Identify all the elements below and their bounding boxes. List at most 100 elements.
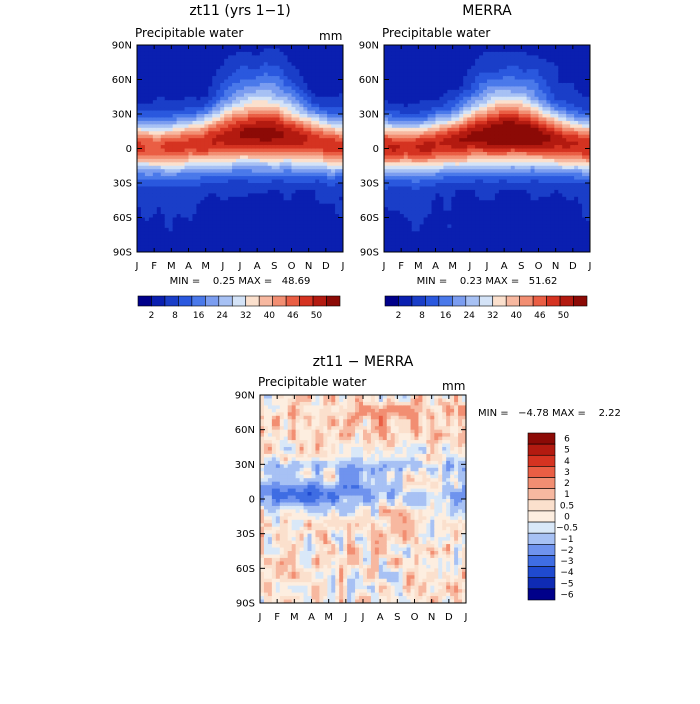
field-cell — [189, 45, 194, 49]
field-cell — [244, 200, 249, 204]
field-cell — [145, 218, 150, 222]
field-cell — [335, 231, 340, 235]
field-cell — [388, 66, 393, 70]
field-cell — [319, 138, 324, 142]
field-cell — [467, 190, 472, 194]
field-cell — [400, 69, 405, 73]
field-cell — [177, 221, 182, 225]
field-cell — [463, 197, 468, 201]
field-cell — [404, 231, 409, 235]
field-cell — [388, 238, 393, 242]
field-cell — [224, 221, 229, 225]
field-cell — [436, 45, 441, 49]
field-cell — [216, 176, 221, 180]
field-cell — [436, 124, 441, 128]
field-cell — [157, 135, 162, 139]
field-cell — [212, 104, 217, 108]
field-cell — [436, 86, 441, 90]
field-cell — [173, 111, 178, 115]
field-cell — [451, 62, 456, 66]
field-cell — [487, 48, 492, 52]
field-cell — [499, 80, 504, 84]
field-cell — [384, 104, 389, 108]
field-cell — [499, 142, 504, 146]
field-cell — [165, 62, 170, 66]
field-cell — [248, 159, 253, 163]
field-cell — [436, 221, 441, 225]
field-cell — [499, 97, 504, 101]
field-cell — [145, 242, 150, 246]
field-cell — [392, 45, 397, 49]
field-cell — [424, 59, 429, 63]
field-cell — [157, 121, 162, 125]
y-tick-label: 0 — [126, 144, 132, 155]
field-cell — [276, 211, 281, 215]
field-cell — [224, 131, 229, 135]
field-cell — [280, 193, 285, 197]
field-cell — [439, 159, 444, 163]
field-cell — [323, 214, 328, 218]
field-cell — [424, 197, 429, 201]
field-cell — [185, 166, 190, 170]
field-cell — [428, 238, 433, 242]
field-cell — [420, 211, 425, 215]
field-cell — [224, 69, 229, 73]
field-cell — [204, 186, 209, 190]
field-cell — [416, 128, 421, 132]
field-cell — [280, 197, 285, 201]
field-cell — [224, 138, 229, 142]
field-cell — [315, 176, 320, 180]
field-cell — [475, 149, 480, 153]
field-cell — [292, 166, 297, 170]
field-cell — [212, 59, 217, 63]
field-cell — [307, 100, 312, 104]
field-cell — [196, 73, 201, 77]
field-cell — [384, 218, 389, 222]
field-cell — [177, 166, 182, 170]
field-cell — [451, 59, 456, 63]
field-cell — [479, 121, 484, 125]
field-cell — [299, 80, 304, 84]
field-cell — [141, 155, 146, 159]
field-cell — [177, 207, 182, 211]
field-cell — [192, 190, 197, 194]
field-cell — [451, 221, 456, 225]
field-cell — [145, 152, 150, 156]
colorbar-label: 2 — [149, 311, 155, 321]
field-cell — [408, 180, 413, 184]
field-cell — [471, 69, 476, 73]
field-cell — [420, 48, 425, 52]
field-cell — [408, 224, 413, 228]
field-cell — [165, 138, 170, 142]
field-cell — [432, 159, 437, 163]
field-cell — [141, 235, 146, 239]
field-cell — [240, 93, 245, 97]
field-cell — [240, 221, 245, 225]
field-cell — [276, 59, 281, 63]
field-cell — [307, 162, 312, 166]
field-cell — [181, 73, 186, 77]
field-cell — [428, 204, 433, 208]
field-cell — [408, 186, 413, 190]
field-cell — [272, 204, 277, 208]
field-cell — [396, 155, 401, 159]
field-cell — [189, 104, 194, 108]
field-cell — [319, 207, 324, 211]
field-cell — [295, 166, 300, 170]
field-cell — [307, 186, 312, 190]
field-cell — [272, 169, 277, 173]
field-cell — [212, 62, 217, 66]
field-cell — [244, 121, 249, 125]
field-cell — [212, 173, 217, 177]
field-cell — [459, 162, 464, 166]
field-cell — [173, 155, 178, 159]
field-cell — [327, 66, 332, 70]
field-cell — [439, 90, 444, 94]
field-cell — [224, 200, 229, 204]
field-cell — [463, 159, 468, 163]
field-cell — [264, 152, 269, 156]
field-cell — [392, 121, 397, 125]
field-cell — [299, 66, 304, 70]
field-cell — [475, 176, 480, 180]
field-cell — [189, 48, 194, 52]
